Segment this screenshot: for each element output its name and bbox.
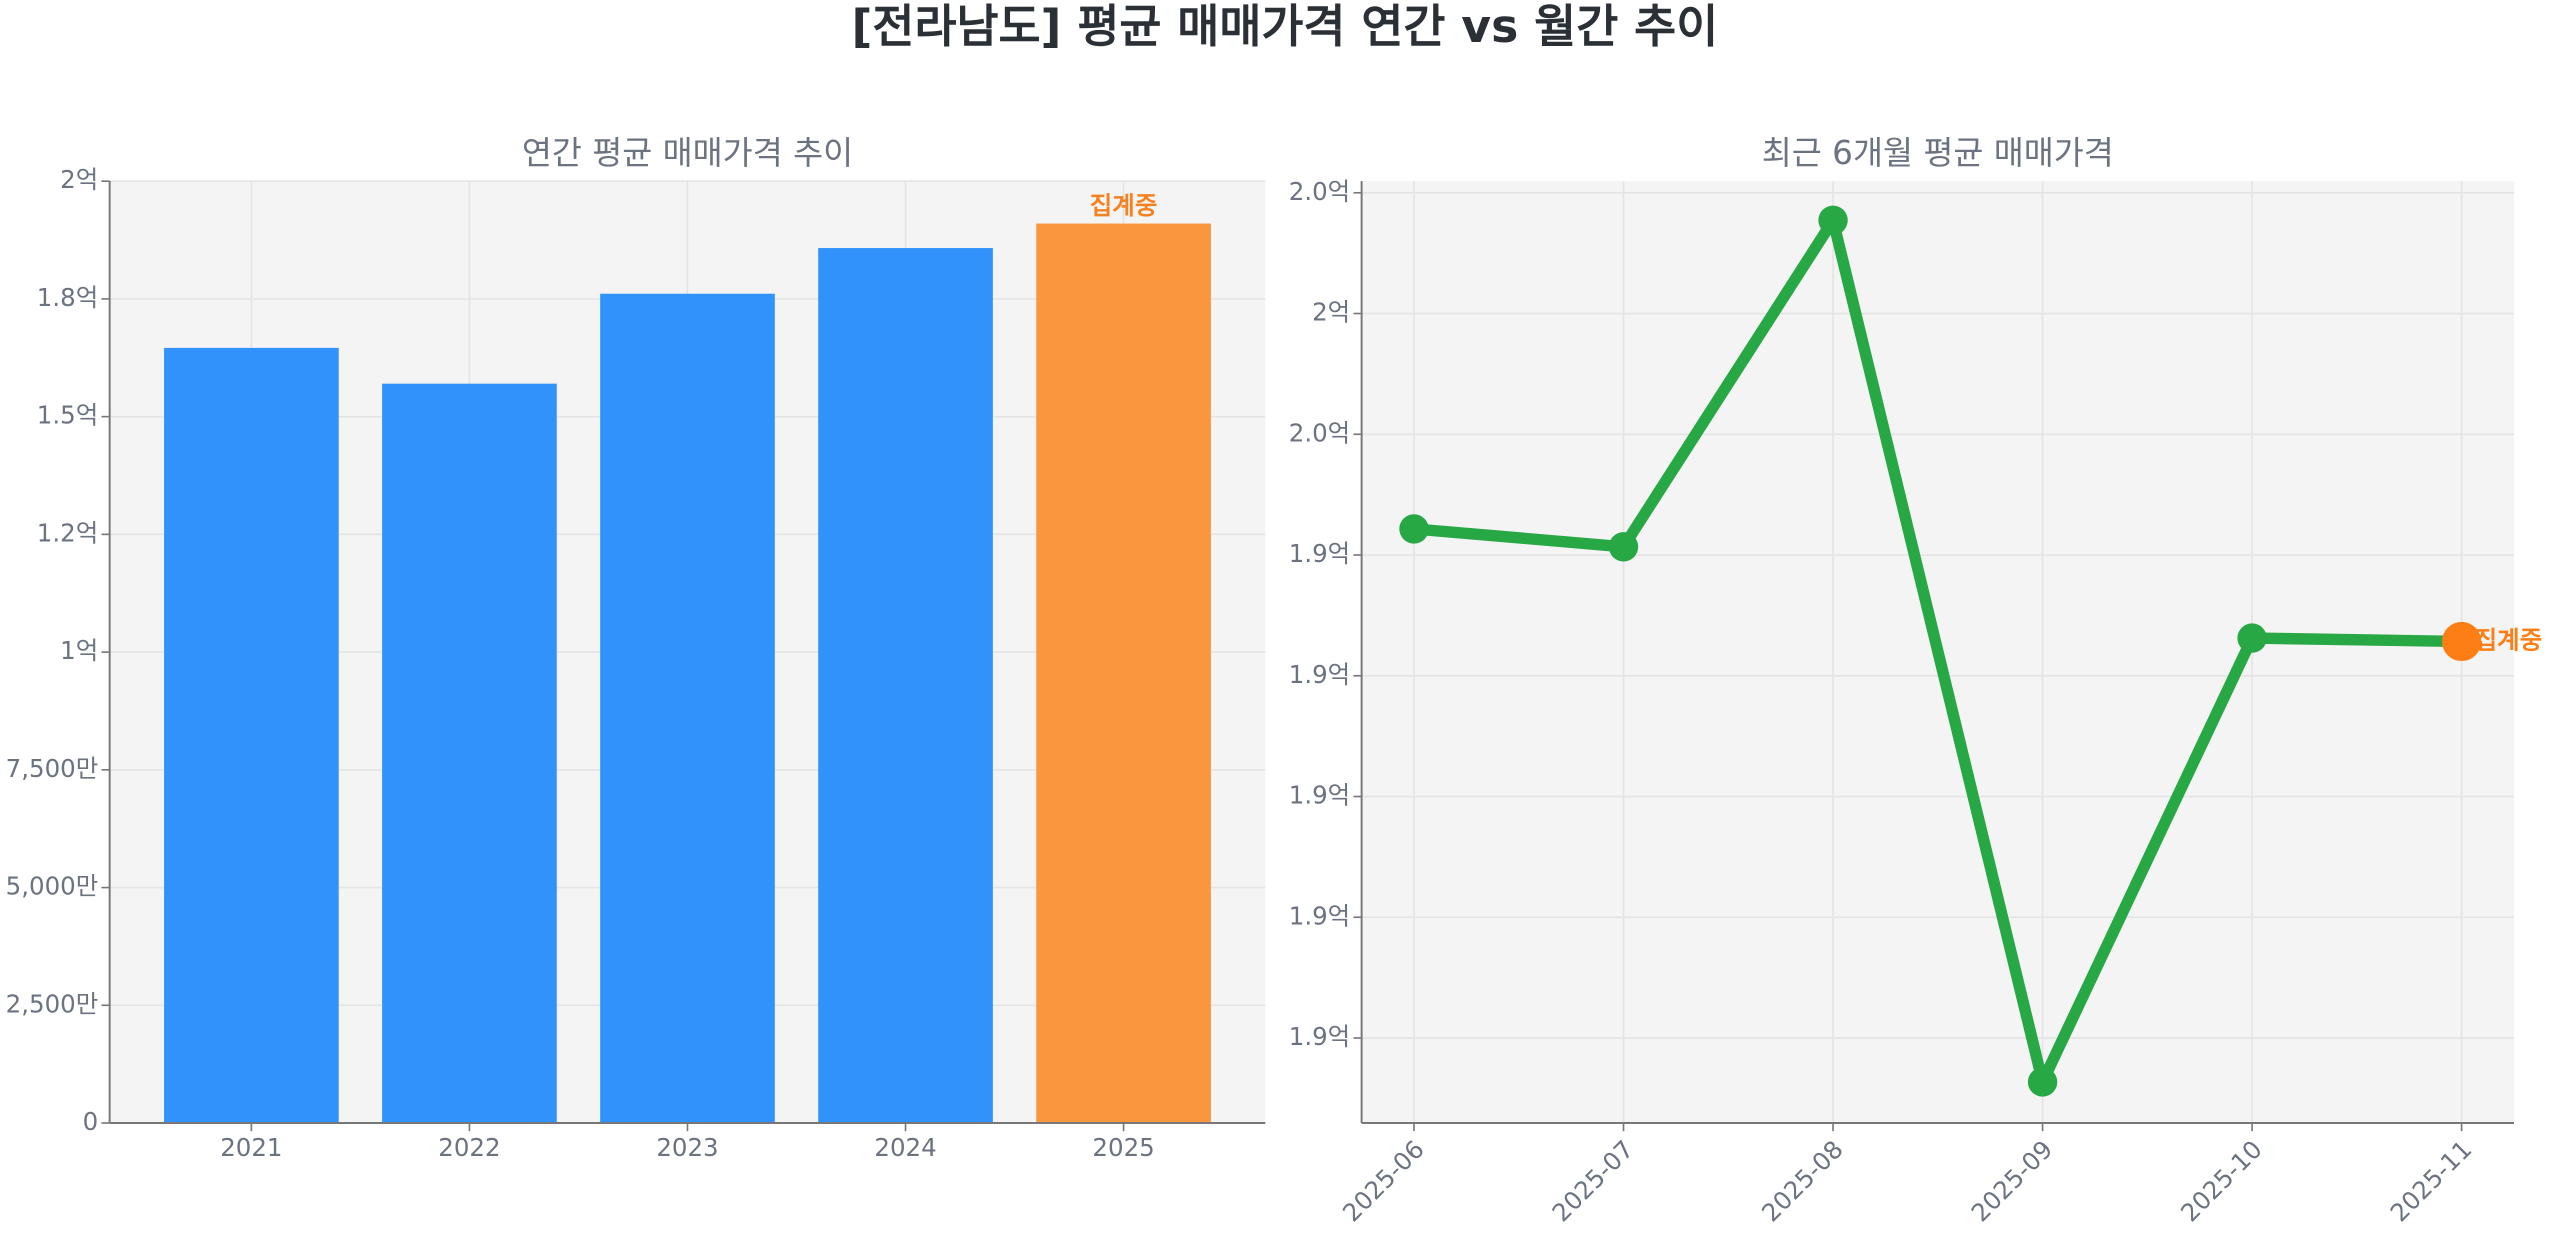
point <box>2027 1067 2058 1097</box>
y-tick-label: 1.8억 <box>37 283 98 312</box>
y-tick-label: 2.0억 <box>1289 177 1350 206</box>
point <box>1818 205 1848 235</box>
y-tick-label: 1억 <box>60 636 98 665</box>
x-tick-label: 2025-07 <box>1546 1135 1639 1228</box>
y-tick-label: 5,000만 <box>6 872 99 901</box>
bar <box>382 383 557 1124</box>
chart-title: 연간 평균 매매가격 추이 <box>522 134 853 172</box>
x-tick-label: 2025-08 <box>1756 1135 1849 1228</box>
y-tick-label: 1.9억 <box>1289 539 1350 568</box>
point <box>2237 623 2267 653</box>
y-tick-label: 1.9억 <box>1289 781 1350 810</box>
y-tick-label: 1.9억 <box>1289 660 1350 689</box>
x-tick-label: 2022 <box>438 1133 500 1162</box>
y-tick-label: 1.2억 <box>37 518 98 547</box>
x-tick-label: 2025-06 <box>1337 1135 1430 1228</box>
x-tick-label: 2021 <box>220 1133 282 1162</box>
point <box>1608 532 1639 562</box>
y-tick-label: 2.0억 <box>1289 418 1350 447</box>
point <box>2442 621 2482 662</box>
line <box>1413 214 2462 1088</box>
y-tick-label: 1.9억 <box>1289 901 1350 930</box>
x-tick-label: 2024 <box>874 1133 936 1162</box>
annotation: 집계중 <box>2475 625 2543 654</box>
x-tick-label: 2023 <box>656 1133 718 1162</box>
bar <box>818 248 993 1124</box>
y-tick-label: 2,500만 <box>6 989 99 1018</box>
y-tick-label: 2억 <box>60 165 98 194</box>
figure-title: [전라남도] 평균 매매가격 연간 vs 월간 추이 <box>852 0 1719 53</box>
x-tick-label: 2025-09 <box>1965 1135 2058 1228</box>
bar <box>600 293 775 1124</box>
annotation: 집계중 <box>1090 191 1158 220</box>
x-tick-label: 2025-11 <box>2385 1135 2478 1228</box>
bar <box>164 347 339 1124</box>
y-tick-label: 1.5억 <box>37 401 98 430</box>
x-tick-label: 2025-10 <box>2175 1135 2268 1228</box>
point <box>1399 514 1429 544</box>
y-tick-label: 1.9억 <box>1289 1022 1350 1051</box>
y-tick-label: 0 <box>83 1107 99 1136</box>
x-tick-label: 2025 <box>1092 1133 1154 1162</box>
bar <box>1036 223 1211 1124</box>
chart-title: 최근 6개월 평균 매매가격 <box>1762 134 2114 172</box>
y-tick-label: 2억 <box>1312 298 1350 327</box>
y-tick-label: 7,500만 <box>6 754 99 783</box>
